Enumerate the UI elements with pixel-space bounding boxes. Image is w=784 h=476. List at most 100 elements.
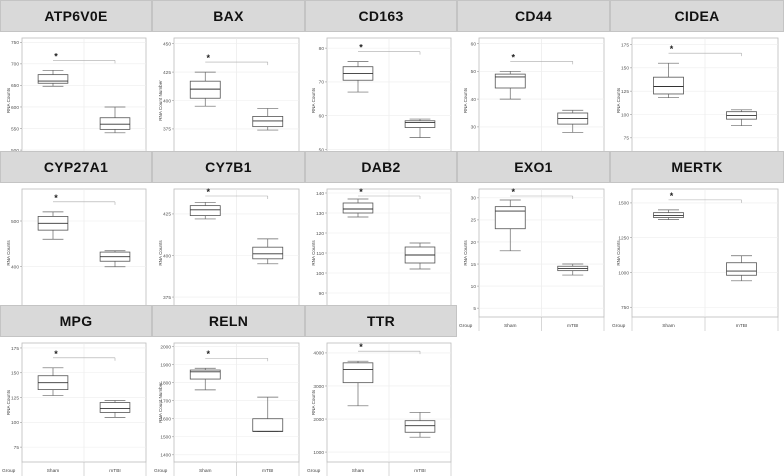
y-tick-label: 90	[319, 291, 325, 297]
box-iqr	[404, 420, 436, 433]
y-axis-label: RNA Counts	[616, 240, 621, 266]
y-tick-label: 80	[319, 46, 325, 52]
y-tick-label: 450	[163, 41, 171, 47]
chart-panel-ttr: TTR 1000 2000 3000 4000 RNA Counts Group Sham mT…	[305, 305, 457, 476]
y-tick-label: 120	[316, 231, 324, 237]
y-tick-label: 3000	[313, 384, 324, 390]
chart-title: CY7B1	[205, 159, 252, 175]
y-axis-label: RNA Counts	[6, 389, 11, 415]
y-tick-label: 125	[11, 395, 19, 401]
box-iqr	[189, 205, 221, 216]
significance-star: *	[359, 187, 363, 197]
y-tick-label: 100	[11, 420, 19, 426]
y-tick-label: 550	[11, 126, 19, 132]
y-tick-label: 400	[11, 265, 19, 271]
y-tick-label: 60	[319, 114, 325, 120]
significance-star: *	[54, 193, 58, 203]
y-axis-label: RNA Counts	[311, 87, 316, 113]
chart-title: TTR	[366, 313, 396, 329]
y-tick-label: 100	[316, 271, 324, 277]
box-iqr	[342, 202, 374, 214]
significance-star: *	[359, 342, 363, 352]
x-axis-label: Group	[307, 468, 321, 474]
y-tick-label: 1900	[160, 362, 171, 368]
y-tick-label: 1400	[160, 453, 171, 459]
y-tick-label: 1800	[160, 380, 171, 386]
significance-star: *	[359, 43, 363, 53]
x-tick-label: Sham	[352, 468, 365, 474]
x-axis-label: Group	[459, 323, 473, 329]
x-tick-label: mTBI	[262, 468, 273, 474]
box-iqr	[99, 117, 131, 130]
significance-star: *	[54, 51, 58, 61]
boxplot-svg: 350375400425450RNA Count NumberGroupSham…	[154, 37, 300, 177]
y-tick-label: 600	[11, 105, 19, 111]
chart-header: MERTK	[610, 151, 784, 183]
x-tick-label: Sham	[662, 323, 675, 329]
y-axis-label: RNA Counts	[463, 87, 468, 113]
chart-header: EXO1	[457, 151, 610, 183]
y-tick-label: 75	[624, 136, 630, 142]
x-tick-label: Sham	[47, 468, 60, 474]
x-tick-label: Sham	[199, 468, 212, 474]
x-axis-label: Group	[2, 468, 16, 474]
box-iqr	[189, 80, 221, 99]
x-tick-label: mTBI	[109, 468, 120, 474]
x-tick-label: mTBI	[567, 323, 578, 329]
chart-panel-cidea: CIDEA5075100125150175RNA CountsGroupSham…	[610, 0, 784, 177]
box-iqr	[189, 369, 221, 380]
y-tick-label: 30	[471, 125, 477, 131]
box-iqr	[494, 206, 526, 230]
x-tick-label: mTBI	[414, 468, 425, 474]
boxplot-svg: 5 10 15 20 25 30 RNA Counts Group Sham mTBI *	[459, 187, 605, 331]
y-tick-label: 130	[316, 211, 324, 217]
boxplot-svg: 500550600650700750RNA CountsGroupShammTB…	[2, 37, 147, 177]
y-tick-label: 150	[621, 66, 629, 72]
chart-header: MPG	[0, 305, 152, 337]
chart-header: CYP27A1	[0, 151, 152, 183]
y-tick-label: 15	[471, 262, 477, 268]
y-tick-label: 2000	[313, 417, 324, 423]
y-tick-label: 1250	[618, 235, 629, 241]
y-tick-label: 175	[11, 346, 19, 352]
chart-title: MPG	[59, 313, 93, 329]
chart-header: BAX	[152, 0, 305, 32]
x-tick-label: Sham	[504, 323, 517, 329]
y-tick-label: 60	[471, 41, 477, 47]
y-tick-label: 150	[11, 371, 19, 377]
chart-title: BAX	[213, 8, 244, 24]
y-tick-label: 175	[621, 42, 629, 48]
chart-header: RELN	[152, 305, 305, 337]
box-iqr	[404, 120, 436, 128]
significance-star: *	[670, 44, 674, 54]
chart-title: CD163	[358, 8, 404, 24]
y-tick-label: 50	[319, 147, 325, 153]
y-tick-label: 375	[163, 127, 171, 133]
chart-panel-bax: BAX 350375400425450RNA Count NumberGroupS…	[152, 0, 305, 177]
y-axis-label: RNA Counts	[311, 240, 316, 266]
y-tick-label: 425	[163, 212, 171, 218]
chart-title: ATP6V0E	[44, 8, 108, 24]
y-axis-label: RNA Counts	[158, 240, 163, 266]
chart-header: CIDEA	[610, 0, 784, 32]
y-tick-label: 25	[471, 218, 477, 224]
significance-star: *	[511, 187, 515, 197]
chart-header: CD163	[305, 0, 457, 32]
y-tick-label: 400	[163, 253, 171, 259]
y-tick-label: 50	[471, 69, 477, 75]
chart-header: CD44	[457, 0, 610, 32]
x-axis-label: Group	[154, 468, 168, 474]
significance-star: *	[54, 349, 58, 359]
chart-header: TTR	[305, 305, 457, 337]
chart-panel-atp6v0e: ATP6V0E500550600650700750RNA CountsGroup…	[0, 0, 152, 177]
y-tick-label: 1000	[313, 450, 324, 456]
y-axis-label: RNA Counts	[6, 87, 11, 113]
box-iqr	[252, 418, 284, 432]
y-tick-label: 700	[11, 62, 19, 68]
